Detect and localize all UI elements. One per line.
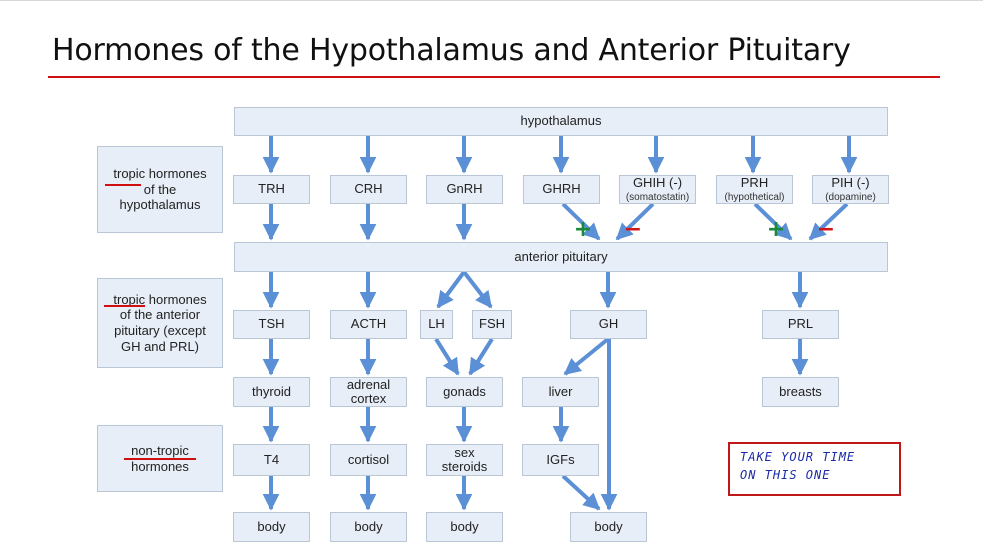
node-prh: PRH (hypothetical) [716,175,793,204]
node-gnrh: GnRH [426,175,503,204]
plus-sign-ghrh: + [574,217,592,242]
node-liver: liver [522,377,599,407]
node-thyroid: thyroid [233,377,310,407]
node-label: adrenal [346,376,391,392]
side-label-line: tropic hormones [113,166,207,182]
note-line: TAKE YOUR TIME [740,450,856,464]
node-sex-steroids: sex steroids [426,444,503,476]
node-lh: LH [420,310,453,339]
arrow-ghrh-ap [561,202,601,241]
arrow-gh-liver [563,337,610,376]
node-gonads: gonads [426,377,503,407]
node-body-2: body [330,512,407,542]
node-adrenal-cortex: adrenal cortex [330,377,407,407]
node-label: GHIH (-) [632,175,683,191]
side-label-line: hormones [131,458,189,474]
node-cortisol: cortisol [330,444,407,476]
arrow-igfs-body [561,474,601,511]
slide-title: Hormones of the Hypothalamus and Anterio… [52,33,851,68]
node-body-1: body [233,512,310,542]
node-prl: PRL [762,310,839,339]
side-label-line: tropic hormones [113,291,207,307]
node-sublabel: (somatostatin) [625,191,690,203]
node-sublabel: (dopamine) [825,191,876,203]
node-igfs: IGFs [522,444,599,476]
node-ghih: GHIH (-) (somatostatin) [619,175,696,204]
side-label-line: of the anterior [119,307,201,323]
handwritten-note: TAKE YOUR TIME ON THIS ONE [728,442,901,496]
node-label: steroids [441,459,488,474]
node-label: PIH (-) [831,175,870,191]
underline-mark [105,184,141,186]
node-gh: GH [570,310,647,339]
minus-sign-pih: − [817,217,835,242]
title-underline [48,76,940,78]
node-acth: ACTH [330,310,407,339]
arrow-ap-fsh [462,270,493,309]
node-ghrh: GHRH [523,175,600,204]
node-body-3: body [426,512,503,542]
side-label-line: of the [143,181,177,197]
plus-sign-prh: + [767,217,785,242]
minus-sign-ghih: − [624,217,642,242]
node-body-4: body [570,512,647,542]
underline-mark [104,305,145,307]
note-line: ON THIS ONE [740,468,831,482]
node-pih: PIH (-) (dopamine) [812,175,889,204]
underline-mark [124,458,196,460]
flow-arrows [262,136,858,511]
side-label-pituitary-tropic: tropic hormones of the anterior pituitar… [97,278,223,368]
node-breasts: breasts [762,377,839,407]
side-label-line: non-tropic [131,442,189,458]
arrow-lh-gonads [434,337,460,376]
side-label-line: hypothalamus [119,197,201,213]
arrow-ap-lh [436,270,466,309]
anterior-pituitary-bar: anterior pituitary [234,242,888,272]
arrow-ghih-ap [615,202,655,241]
node-sublabel: (hypothetical) [724,191,785,203]
arrow-fsh-gonads [468,337,494,376]
node-tsh: TSH [233,310,310,339]
node-trh: TRH [233,175,310,204]
node-fsh: FSH [472,310,512,339]
node-crh: CRH [330,175,407,204]
arrow-prh-ap [753,202,793,241]
side-label-non-tropic: non-tropic hormones [97,425,223,492]
top-border [0,0,983,1]
node-label: PRH [740,175,769,191]
hypothalamus-bar: hypothalamus [234,107,888,136]
arrow-pih-ap [808,202,849,241]
side-label-line: pituitary (except [114,323,206,338]
side-label-line: GH and PRL) [120,338,200,354]
node-t4: T4 [233,444,310,476]
node-label: cortex [350,391,387,406]
node-label: sex [454,444,475,460]
side-label-hypothalamic-tropic: tropic hormones of the hypothalamus [97,146,223,233]
